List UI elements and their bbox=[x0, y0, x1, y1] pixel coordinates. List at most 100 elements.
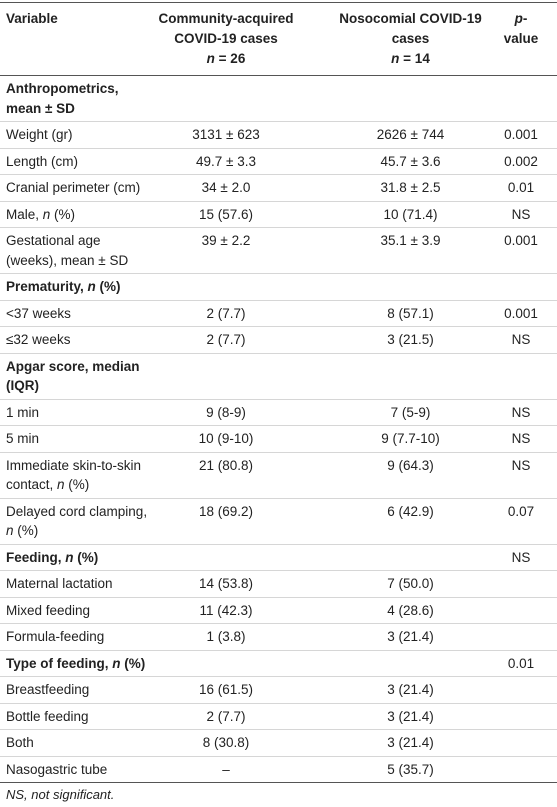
data-row: Breastfeeding 16 (61.5) 3 (21.4) bbox=[0, 676, 557, 704]
table-body: Anthropometrics, mean ± SD Weight (gr) 313… bbox=[0, 75, 557, 783]
text-run: n bbox=[391, 51, 400, 66]
section-row: Anthropometrics, mean ± SD bbox=[0, 75, 557, 122]
text-run: n bbox=[112, 655, 121, 671]
cell: 3 (21.5) bbox=[300, 326, 495, 354]
text-run: (%) bbox=[120, 655, 146, 671]
row-label: Apgar score, median (IQR) bbox=[0, 353, 152, 400]
cell: 45.7 ± 3.6 bbox=[300, 148, 495, 175]
row-label: Male, n (%) bbox=[0, 201, 152, 228]
cell: 11 (42.3) bbox=[152, 597, 300, 624]
cell bbox=[495, 75, 557, 122]
cell: 31.8 ± 2.5 bbox=[300, 174, 495, 202]
cell: 2 (7.7) bbox=[152, 703, 300, 730]
cell: 14 (53.8) bbox=[152, 570, 300, 598]
cell bbox=[300, 353, 495, 400]
header-cell: Variable bbox=[0, 2, 152, 76]
cell: 3 (21.4) bbox=[300, 703, 495, 730]
column-count: n = 26 bbox=[156, 49, 296, 69]
cell: 16 (61.5) bbox=[152, 676, 300, 704]
row-label: Prematurity, n (%) bbox=[0, 273, 152, 301]
row-label: Immediate skin-to-skin contact, n (%) bbox=[0, 452, 152, 499]
row-label: Anthropometrics, mean ± SD bbox=[0, 75, 152, 122]
row-label: ≤32 weeks bbox=[0, 326, 152, 354]
data-row: Formula-feeding 1 (3.8) 3 (21.4) bbox=[0, 623, 557, 651]
data-row: Cranial perimeter (cm) 34 ± 2.0 31.8 ± 2.5… bbox=[0, 174, 557, 202]
section-row: Type of feeding, n (%) 0.01 bbox=[0, 650, 557, 677]
cell: 18 (69.2) bbox=[152, 498, 300, 545]
text-run: -value bbox=[503, 11, 539, 46]
row-label: Cranial perimeter (cm) bbox=[0, 174, 152, 202]
row-label: Length (cm) bbox=[0, 148, 152, 175]
cell: 39 ± 2.2 bbox=[152, 227, 300, 274]
cell bbox=[300, 544, 495, 571]
text-run: (%) bbox=[73, 549, 99, 565]
text-run: = 14 bbox=[399, 51, 430, 66]
cell: 3131 ± 623 bbox=[152, 121, 300, 149]
text-run: Feeding, bbox=[6, 549, 66, 565]
cell: 0.07 bbox=[495, 498, 557, 545]
row-label: Mixed feeding bbox=[0, 597, 152, 624]
cell: 9 (7.7-10) bbox=[300, 425, 495, 453]
cell: 9 (8-9) bbox=[152, 399, 300, 426]
cell: NS bbox=[495, 544, 557, 571]
cell: 9 (64.3) bbox=[300, 452, 495, 499]
row-label: 1 min bbox=[0, 399, 152, 426]
row-label: Delayed cord clamping, n (%) bbox=[0, 498, 152, 545]
text-run: (%) bbox=[64, 477, 90, 492]
data-row: 5 min 10 (9-10) 9 (7.7-10) NS bbox=[0, 425, 557, 453]
cell: – bbox=[152, 756, 300, 783]
cell: NS bbox=[495, 452, 557, 499]
cell bbox=[152, 75, 300, 122]
cell: NS bbox=[495, 399, 557, 426]
cell: 4 (28.6) bbox=[300, 597, 495, 624]
cell: 3 (21.4) bbox=[300, 623, 495, 651]
data-row: ≤32 weeks 2 (7.7) 3 (21.5) NS bbox=[0, 326, 557, 354]
cell: 0.001 bbox=[495, 227, 557, 274]
row-label: Breastfeeding bbox=[0, 676, 152, 704]
cell bbox=[152, 353, 300, 400]
data-row: Maternal lactation 14 (53.8) 7 (50.0) bbox=[0, 570, 557, 598]
cell bbox=[495, 570, 557, 598]
data-row: 1 min 9 (8-9) 7 (5-9) NS bbox=[0, 399, 557, 426]
section-row: Feeding, n (%) NS bbox=[0, 544, 557, 571]
row-label: Maternal lactation bbox=[0, 570, 152, 598]
data-row: Both 8 (30.8) 3 (21.4) bbox=[0, 729, 557, 757]
data-row: Nasogastric tube –5 (35.7) bbox=[0, 756, 557, 783]
cell: 10 (71.4) bbox=[300, 201, 495, 228]
cell: 0.01 bbox=[495, 650, 557, 677]
cell: NS bbox=[495, 425, 557, 453]
cell: 3 (21.4) bbox=[300, 676, 495, 704]
cell bbox=[495, 597, 557, 624]
cell: 2 (7.7) bbox=[152, 326, 300, 354]
cell: 34 ± 2.0 bbox=[152, 174, 300, 202]
cell bbox=[495, 729, 557, 757]
data-row: Delayed cord clamping, n (%) 18 (69.2) 6 (… bbox=[0, 498, 557, 545]
row-label: Formula-feeding bbox=[0, 623, 152, 651]
cell bbox=[152, 650, 300, 677]
data-row: Length (cm) 49.7 ± 3.3 45.7 ± 3.6 0.002 bbox=[0, 148, 557, 175]
data-row: <37 weeks 2 (7.7) 8 (57.1) 0.001 bbox=[0, 300, 557, 327]
text-run: (%) bbox=[95, 279, 121, 294]
data-row: Weight (gr) 3131 ± 623 2626 ± 744 0.001 bbox=[0, 121, 557, 149]
cell: 15 (57.6) bbox=[152, 201, 300, 228]
row-label: Type of feeding, n (%) bbox=[0, 650, 152, 677]
header-row: Variable Community-acquired COVID-19 case… bbox=[0, 2, 557, 76]
text-run: Immediate skin-to-skin contact, bbox=[6, 457, 142, 493]
cell: 35.1 ± 3.9 bbox=[300, 227, 495, 274]
cell bbox=[495, 353, 557, 400]
text-run: n bbox=[6, 523, 14, 538]
cell: 2626 ± 744 bbox=[300, 121, 495, 149]
cell: 10 (9-10) bbox=[152, 425, 300, 453]
header-cell: Community-acquired COVID-19 cases n = 26 bbox=[152, 2, 300, 76]
text-run: = 26 bbox=[214, 51, 246, 66]
section-row: Prematurity, n (%) bbox=[0, 273, 557, 301]
text-run: (%) bbox=[13, 523, 39, 538]
cell: 8 (57.1) bbox=[300, 300, 495, 327]
footnote: NS, not significant. bbox=[6, 787, 115, 802]
text-run: n bbox=[87, 279, 96, 294]
row-label: 5 min bbox=[0, 425, 152, 453]
column-title: Nosocomial COVID-19 cases bbox=[339, 11, 482, 46]
text-run: Delayed cord clamping, bbox=[6, 503, 148, 519]
row-label: Gestational age (weeks), mean ± SD bbox=[0, 227, 152, 274]
